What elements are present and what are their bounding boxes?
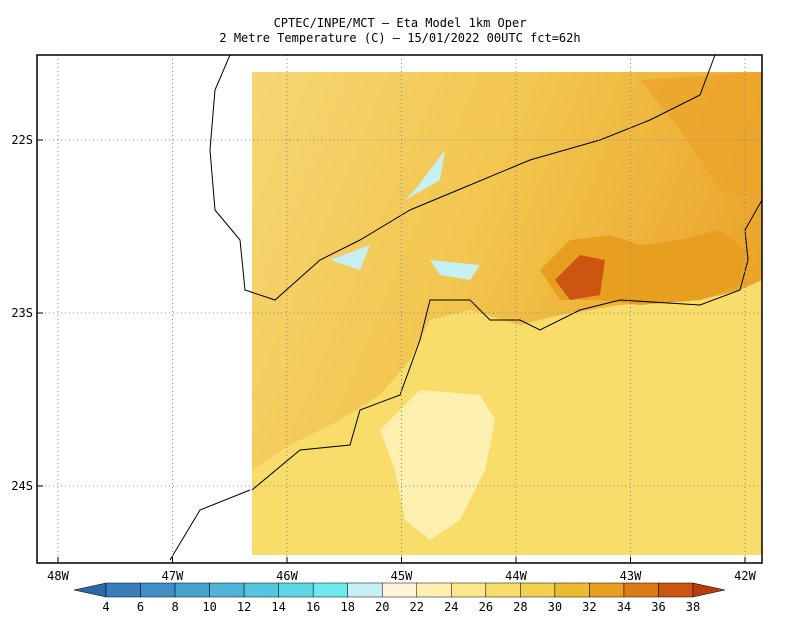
colorbar: 4 6 8 10 12 14 16 18 20 22 24 26 28 30 32 34 36 38 <box>73 582 726 614</box>
colorbar-label: 38 <box>686 600 700 614</box>
colorbar-box <box>347 582 383 598</box>
colorbar-box <box>209 582 245 598</box>
colorbar-label: 36 <box>651 600 665 614</box>
lat-label: 23S <box>11 306 33 320</box>
lon-label: 45W <box>391 569 413 583</box>
colorbar-box <box>105 582 141 598</box>
lon-label: 43W <box>620 569 642 583</box>
colorbar-label: 8 <box>171 600 178 614</box>
lon-label: 48W <box>47 569 69 583</box>
map-frame <box>36 54 763 564</box>
lon-label: 44W <box>505 569 527 583</box>
colorbar-box <box>554 582 590 598</box>
colorbar-label: 32 <box>582 600 596 614</box>
colorbar-label: 34 <box>617 600 631 614</box>
colorbar-label: 22 <box>410 600 424 614</box>
colorbar-arrow-low <box>73 582 107 598</box>
colorbar-label: 14 <box>271 600 285 614</box>
colorbar-label: 30 <box>548 600 562 614</box>
cool-patches <box>330 150 480 280</box>
colorbar-box <box>140 582 176 598</box>
colorbar-box <box>485 582 521 598</box>
colorbar-box <box>416 582 452 598</box>
colorbar-box <box>520 582 556 598</box>
lon-label: 46W <box>276 569 298 583</box>
colorbar-box <box>589 582 625 598</box>
cool-ocean-patch <box>380 390 495 540</box>
title-line-2: 2 Metre Temperature (C) – 15/01/2022 00U… <box>219 31 580 45</box>
warm-northeast <box>640 72 762 200</box>
colorbar-box <box>658 582 694 598</box>
ocean-temperature <box>252 280 762 555</box>
colorbar-box <box>381 582 418 598</box>
hot-region <box>555 255 605 300</box>
lon-label: 47W <box>162 569 184 583</box>
colorbar-label: 16 <box>306 600 320 614</box>
colorbar-arrow-high <box>692 582 726 598</box>
lat-label: 24S <box>11 479 33 493</box>
colorbar-box <box>243 582 279 598</box>
colorbar-label: 26 <box>479 600 493 614</box>
colorbar-box <box>451 582 487 598</box>
colorbar-label: 10 <box>202 600 216 614</box>
lon-label: 42W <box>734 569 756 583</box>
colorbar-label: 12 <box>237 600 251 614</box>
colorbar-box <box>312 582 348 598</box>
graticule: 22S 23S 24S 48W 47W 46W 45W 44W 43W 42W <box>11 55 762 583</box>
colorbar-box <box>278 582 314 598</box>
title-line-1: CPTEC/INPE/MCT – Eta Model 1km Oper <box>274 16 527 30</box>
colorbar-label: 4 <box>102 600 109 614</box>
colorbar-label: 6 <box>137 600 144 614</box>
colorbar-label: 28 <box>513 600 527 614</box>
colorbar-box <box>623 582 659 598</box>
colorbar-label: 20 <box>375 600 389 614</box>
colorbar-box <box>174 582 210 598</box>
lat-label: 22S <box>11 133 33 147</box>
coastline <box>40 54 763 561</box>
colorbar-label: 24 <box>444 600 458 614</box>
colorbar-label: 18 <box>340 600 354 614</box>
